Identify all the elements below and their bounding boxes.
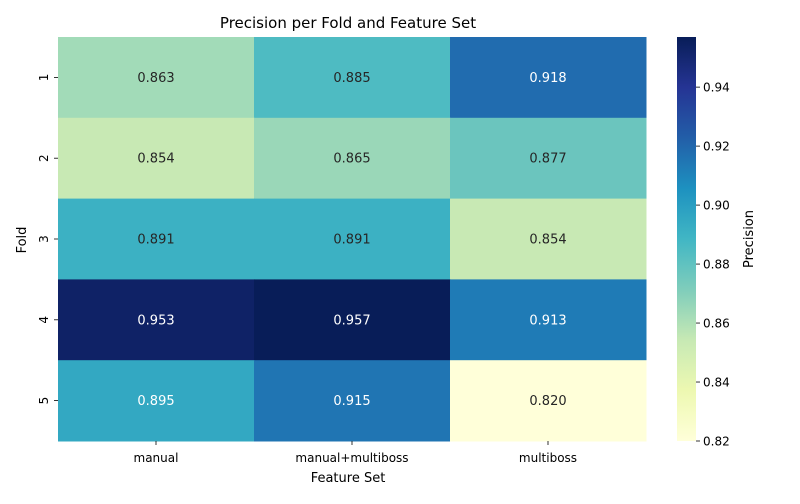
y-tick-label: 5 — [37, 397, 51, 405]
cell-value-label: 0.913 — [529, 313, 566, 328]
heatmap-cell — [58, 37, 255, 119]
cell-value-label: 0.895 — [137, 394, 174, 409]
cell-value-label: 0.957 — [333, 313, 370, 328]
heatmap-cell — [450, 279, 647, 361]
colorbar-label: Precision — [742, 210, 757, 268]
cell-value-label: 0.885 — [333, 71, 370, 86]
x-tick-label: manual — [134, 451, 179, 465]
cell-value-label: 0.863 — [137, 71, 174, 86]
x-tick-label: multiboss — [519, 451, 577, 465]
x-tick-labels: manual manual+multiboss multiboss — [134, 441, 577, 465]
colorbar — [677, 37, 696, 441]
heatmap-cell — [450, 37, 647, 119]
y-axis-label: Fold — [15, 227, 30, 254]
colorbar-tick-label: 0.84 — [703, 376, 730, 390]
y-tick-label: 2 — [37, 154, 51, 162]
colorbar-tick-label: 0.94 — [703, 81, 730, 95]
heatmap-cell — [58, 198, 255, 280]
y-tick-label: 3 — [37, 235, 51, 243]
heatmap-cell — [254, 198, 451, 280]
y-tick-label: 1 — [37, 74, 51, 82]
cell-value-label: 0.854 — [137, 152, 174, 167]
cell-value-label: 0.820 — [529, 394, 566, 409]
heatmap-cell — [254, 279, 451, 361]
cell-value-label: 0.891 — [137, 233, 174, 248]
y-tick-label: 4 — [37, 316, 51, 324]
cell-value-label: 0.865 — [333, 152, 370, 167]
colorbar-tick-label: 0.90 — [703, 199, 730, 213]
colorbar-ticks: 0.82 0.84 0.86 0.88 0.90 0.92 0.94 — [696, 81, 730, 449]
heatmap-cell — [254, 117, 451, 200]
heatmap-cell — [254, 360, 451, 442]
cell-value-label: 0.891 — [333, 233, 370, 248]
heatmap-cell — [450, 117, 647, 200]
heatmap-cell — [58, 279, 255, 361]
cell-value-label: 0.918 — [529, 71, 566, 86]
heatmap-cell — [450, 360, 647, 442]
cell-value-label: 0.953 — [137, 313, 174, 328]
x-tick-label: manual+multiboss — [295, 451, 408, 465]
heatmap-cell — [254, 37, 451, 119]
y-tick-labels: 1 2 3 4 5 — [37, 74, 58, 405]
heatmap-cell — [58, 117, 255, 200]
x-axis-label: Feature Set — [311, 471, 386, 486]
heatmap-cell — [58, 360, 255, 442]
cell-value-label: 0.915 — [333, 394, 370, 409]
heatmap-cells: 0.863 0.885 0.918 0.854 0.865 0.877 0.891 0.891… — [58, 37, 647, 442]
colorbar-tick-label: 0.86 — [703, 317, 730, 331]
heatmap-cell — [450, 198, 647, 280]
cell-value-label: 0.877 — [529, 152, 566, 167]
chart-title: Precision per Fold and Feature Set — [220, 14, 476, 32]
colorbar-tick-label: 0.88 — [703, 258, 730, 272]
colorbar-tick-label: 0.92 — [703, 140, 730, 154]
colorbar-tick-label: 0.82 — [703, 435, 730, 449]
cell-value-label: 0.854 — [529, 233, 566, 248]
